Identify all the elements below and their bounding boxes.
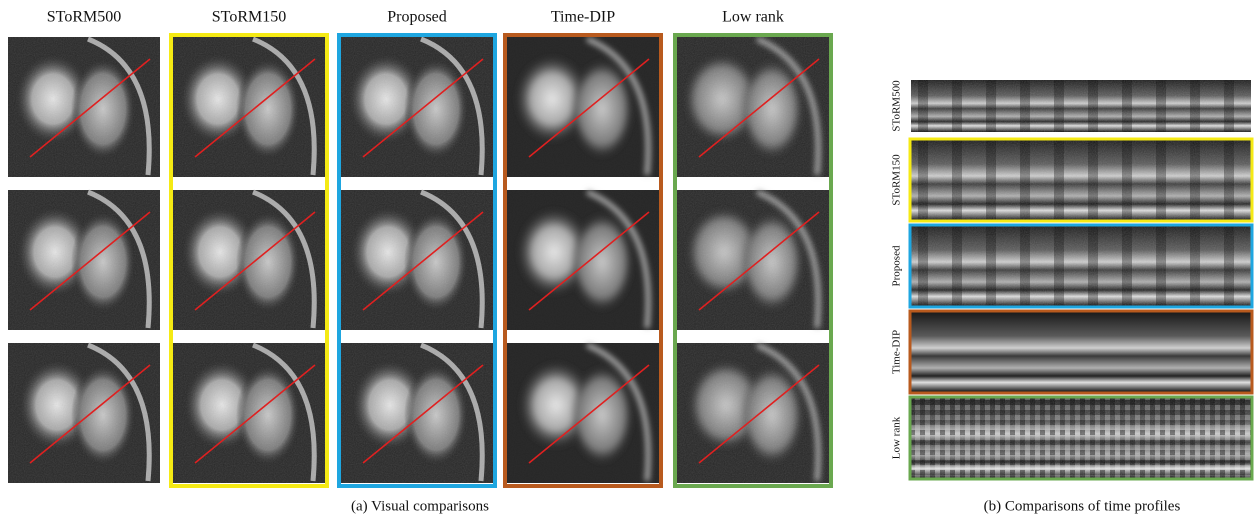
column-title: Low rank (722, 9, 784, 26)
mri-image (341, 190, 493, 330)
mri-image (677, 190, 829, 330)
mri-image (8, 190, 160, 330)
mri-image (173, 37, 325, 177)
row-label: SToRM150 (891, 154, 903, 206)
mri-image (341, 37, 493, 177)
caption-a: (a) Visual comparisons (351, 498, 489, 514)
figure: SToRM500 SToRM150 Proposed Time-DIP Low rank… (0, 0, 1258, 522)
row-label: Proposed (891, 245, 903, 286)
mri-image (341, 343, 493, 483)
panel-b: SToRM500 SToRM150 Proposed Time-DIP Low rank (891, 80, 1252, 479)
mri-image (677, 37, 829, 177)
row-label: Low rank (891, 416, 903, 459)
noise (911, 398, 1251, 478)
caption-b: (b) Comparisons of time profiles (984, 498, 1181, 514)
noise (911, 140, 1251, 220)
panel-a: SToRM500 SToRM150 Proposed Time-DIP Low rank (8, 9, 831, 486)
column-title: SToRM500 (47, 9, 121, 26)
mri-image (677, 343, 829, 483)
column-title: Time-DIP (551, 9, 615, 26)
noise (911, 80, 1251, 132)
profile-bg (911, 312, 1251, 392)
row-label: SToRM500 (891, 80, 903, 132)
noise (911, 226, 1251, 306)
mri-image (173, 190, 325, 330)
row-label: Time-DIP (891, 330, 903, 374)
column-title: SToRM150 (212, 9, 286, 26)
mri-image (8, 37, 160, 177)
mri-image (507, 190, 659, 330)
mri-image (8, 343, 160, 483)
mri-image (173, 343, 325, 483)
mri-image (507, 37, 659, 177)
column-title: Proposed (387, 9, 447, 26)
mri-image (507, 343, 659, 483)
